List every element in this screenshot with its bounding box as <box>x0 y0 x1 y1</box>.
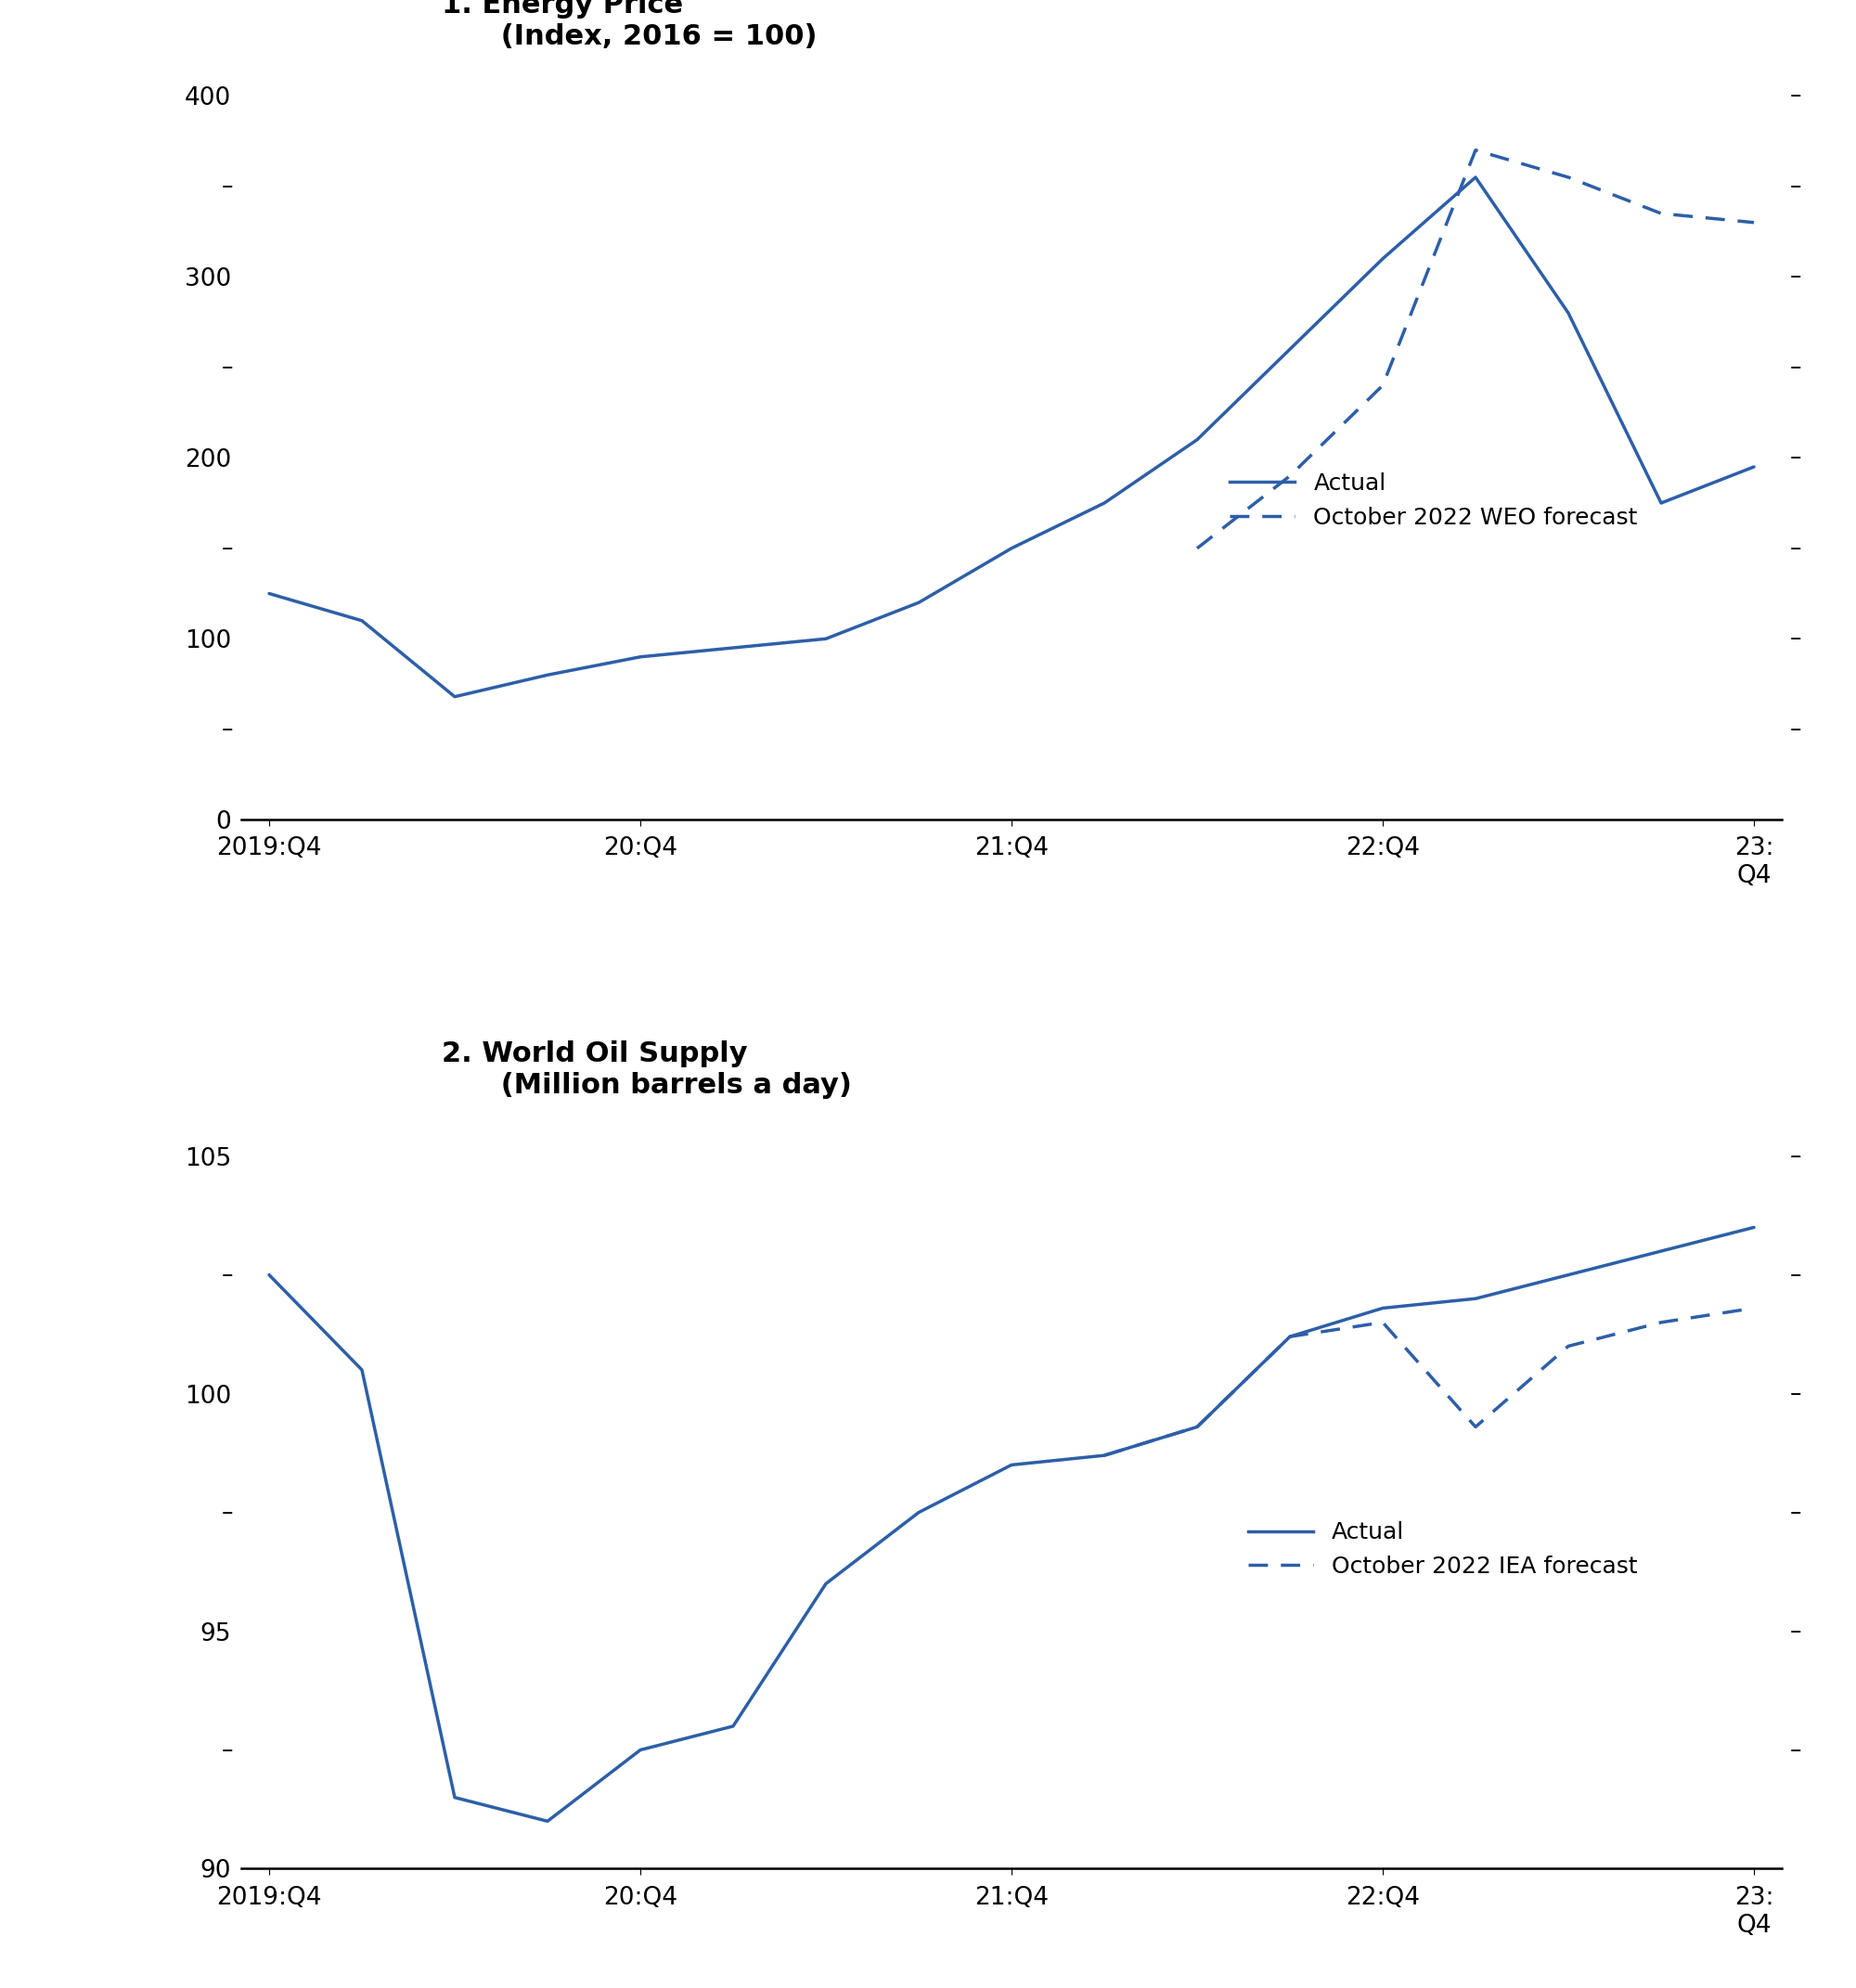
Actual <box>908 1501 930 1525</box>
October 2022 WEO forecast <box>1743 211 1765 235</box>
Text: –: – <box>1789 1740 1800 1761</box>
Text: –: – <box>223 1501 234 1523</box>
Actual <box>1000 1453 1023 1477</box>
Text: –: – <box>1789 537 1800 559</box>
Actual <box>1093 491 1115 515</box>
Actual <box>629 1738 651 1761</box>
October 2022 IEA forecast <box>1557 1334 1579 1358</box>
Actual <box>1279 1324 1301 1348</box>
Text: –: – <box>1789 85 1800 107</box>
Actual <box>629 644 651 668</box>
Actual <box>722 636 744 660</box>
Text: –: – <box>1789 718 1800 740</box>
Actual <box>1186 1415 1208 1439</box>
Text: –: – <box>1789 1145 1800 1167</box>
Actual <box>1000 537 1023 561</box>
Actual <box>1464 165 1487 189</box>
Actual <box>444 684 466 708</box>
Actual <box>1186 427 1208 451</box>
Actual <box>444 1785 466 1809</box>
October 2022 WEO forecast <box>1279 463 1301 487</box>
Actual <box>536 1809 559 1833</box>
October 2022 IEA forecast <box>1093 1443 1115 1467</box>
Actual <box>1093 1443 1115 1467</box>
Text: –: – <box>1789 175 1800 197</box>
October 2022 WEO forecast <box>1464 139 1487 163</box>
October 2022 IEA forecast <box>1372 1310 1394 1334</box>
Legend: Actual, October 2022 IEA forecast: Actual, October 2022 IEA forecast <box>1240 1513 1646 1586</box>
Text: –: – <box>1789 447 1800 469</box>
Text: –: – <box>223 537 234 559</box>
Text: –: – <box>1789 356 1800 378</box>
Text: –: – <box>1789 1501 1800 1523</box>
Text: –: – <box>1789 628 1800 650</box>
Actual <box>1743 455 1765 479</box>
Actual <box>351 1358 373 1382</box>
Actual <box>1557 300 1579 324</box>
Actual <box>722 1714 744 1738</box>
Actual <box>1557 1262 1579 1286</box>
Actual <box>1372 1296 1394 1320</box>
Line: Actual: Actual <box>269 177 1754 696</box>
October 2022 IEA forecast <box>1743 1296 1765 1320</box>
Actual <box>1464 1286 1487 1310</box>
Line: Actual: Actual <box>269 1227 1754 1821</box>
Actual <box>1650 1239 1672 1262</box>
October 2022 IEA forecast <box>1186 1415 1208 1439</box>
Text: –: – <box>223 175 234 197</box>
Actual <box>815 626 837 650</box>
Line: October 2022 IEA forecast: October 2022 IEA forecast <box>1104 1308 1754 1455</box>
Actual <box>1650 491 1672 515</box>
Text: –: – <box>223 1740 234 1761</box>
Actual <box>1743 1215 1765 1239</box>
Text: –: – <box>223 1264 234 1286</box>
Text: –: – <box>223 356 234 378</box>
Legend: Actual, October 2022 WEO forecast: Actual, October 2022 WEO forecast <box>1221 463 1646 539</box>
Text: –: – <box>1789 1264 1800 1286</box>
Actual <box>1279 338 1301 362</box>
October 2022 WEO forecast <box>1557 165 1579 189</box>
Line: October 2022 WEO forecast: October 2022 WEO forecast <box>1197 151 1754 549</box>
Actual <box>258 582 280 606</box>
Text: 2. World Oil Supply
      (Million barrels a day): 2. World Oil Supply (Million barrels a d… <box>442 1040 852 1099</box>
October 2022 WEO forecast <box>1372 374 1394 398</box>
Actual <box>258 1262 280 1286</box>
October 2022 IEA forecast <box>1650 1310 1672 1334</box>
Text: –: – <box>1789 1382 1800 1406</box>
Actual <box>351 608 373 632</box>
October 2022 WEO forecast <box>1650 201 1672 225</box>
Text: –: – <box>1789 266 1800 288</box>
Actual <box>815 1573 837 1596</box>
Actual <box>1372 247 1394 270</box>
October 2022 WEO forecast <box>1186 537 1208 561</box>
Actual <box>536 664 559 688</box>
Text: –: – <box>1789 1620 1800 1642</box>
Text: –: – <box>223 718 234 740</box>
Actual <box>908 590 930 614</box>
October 2022 IEA forecast <box>1279 1324 1301 1348</box>
Text: 1. Energy Price
      (Index, 2016 = 100): 1. Energy Price (Index, 2016 = 100) <box>442 0 817 50</box>
October 2022 IEA forecast <box>1464 1415 1487 1439</box>
